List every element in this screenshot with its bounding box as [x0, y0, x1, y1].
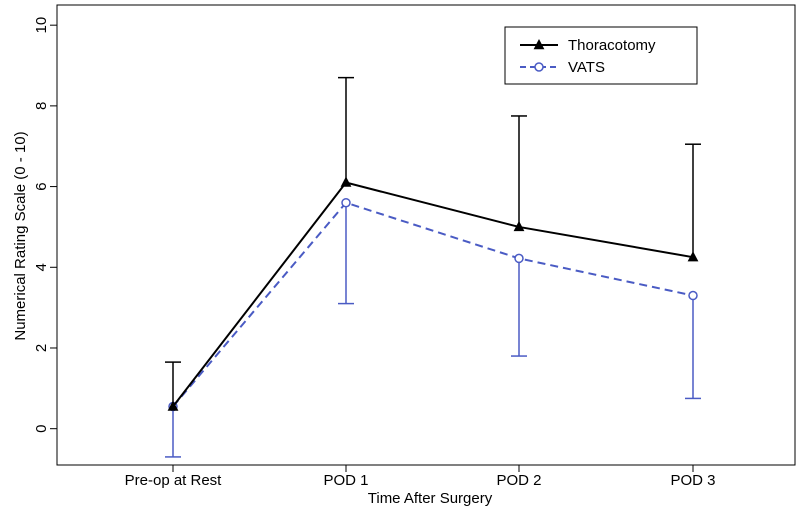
data-point-vats [342, 199, 350, 207]
y-axis: 0 2 4 6 8 10 [33, 17, 57, 433]
y-tick-label: 8 [33, 102, 50, 110]
error-bar-thoracotomy [338, 78, 354, 183]
y-tick-label: 4 [33, 263, 50, 271]
error-bar-vats [685, 296, 701, 399]
x-tick-label: POD 2 [496, 472, 541, 489]
x-axis-title: Time After Surgery [368, 490, 493, 507]
x-tick-label: Pre-op at Rest [125, 472, 223, 489]
legend-label: VATS [568, 59, 605, 76]
data-point-thoracotomy [341, 177, 352, 187]
y-tick-label: 2 [33, 344, 50, 352]
error-bar-vats [338, 203, 354, 304]
data-point-vats [515, 254, 523, 262]
y-tick-label: 6 [33, 182, 50, 190]
data-point-vats [689, 292, 697, 300]
series-line-thoracotomy [173, 183, 693, 407]
y-tick-label: 10 [33, 17, 50, 34]
legend: Thoracotomy VATS [505, 27, 697, 84]
legend-label: Thoracotomy [568, 37, 656, 54]
x-tick-label: POD 3 [670, 472, 715, 489]
error-bar-thoracotomy [511, 116, 527, 227]
y-tick-label: 0 [33, 425, 50, 433]
legend-marker [535, 63, 543, 71]
x-axis: Pre-op at Rest POD 1 POD 2 POD 3 [125, 465, 716, 489]
error-bar-vats [165, 406, 181, 456]
error-bar-vats [511, 258, 527, 356]
x-tick-label: POD 1 [323, 472, 368, 489]
series-layer [165, 78, 701, 457]
error-bar-thoracotomy [685, 144, 701, 257]
y-axis-title: Numerical Rating Scale (0 - 10) [12, 131, 29, 340]
